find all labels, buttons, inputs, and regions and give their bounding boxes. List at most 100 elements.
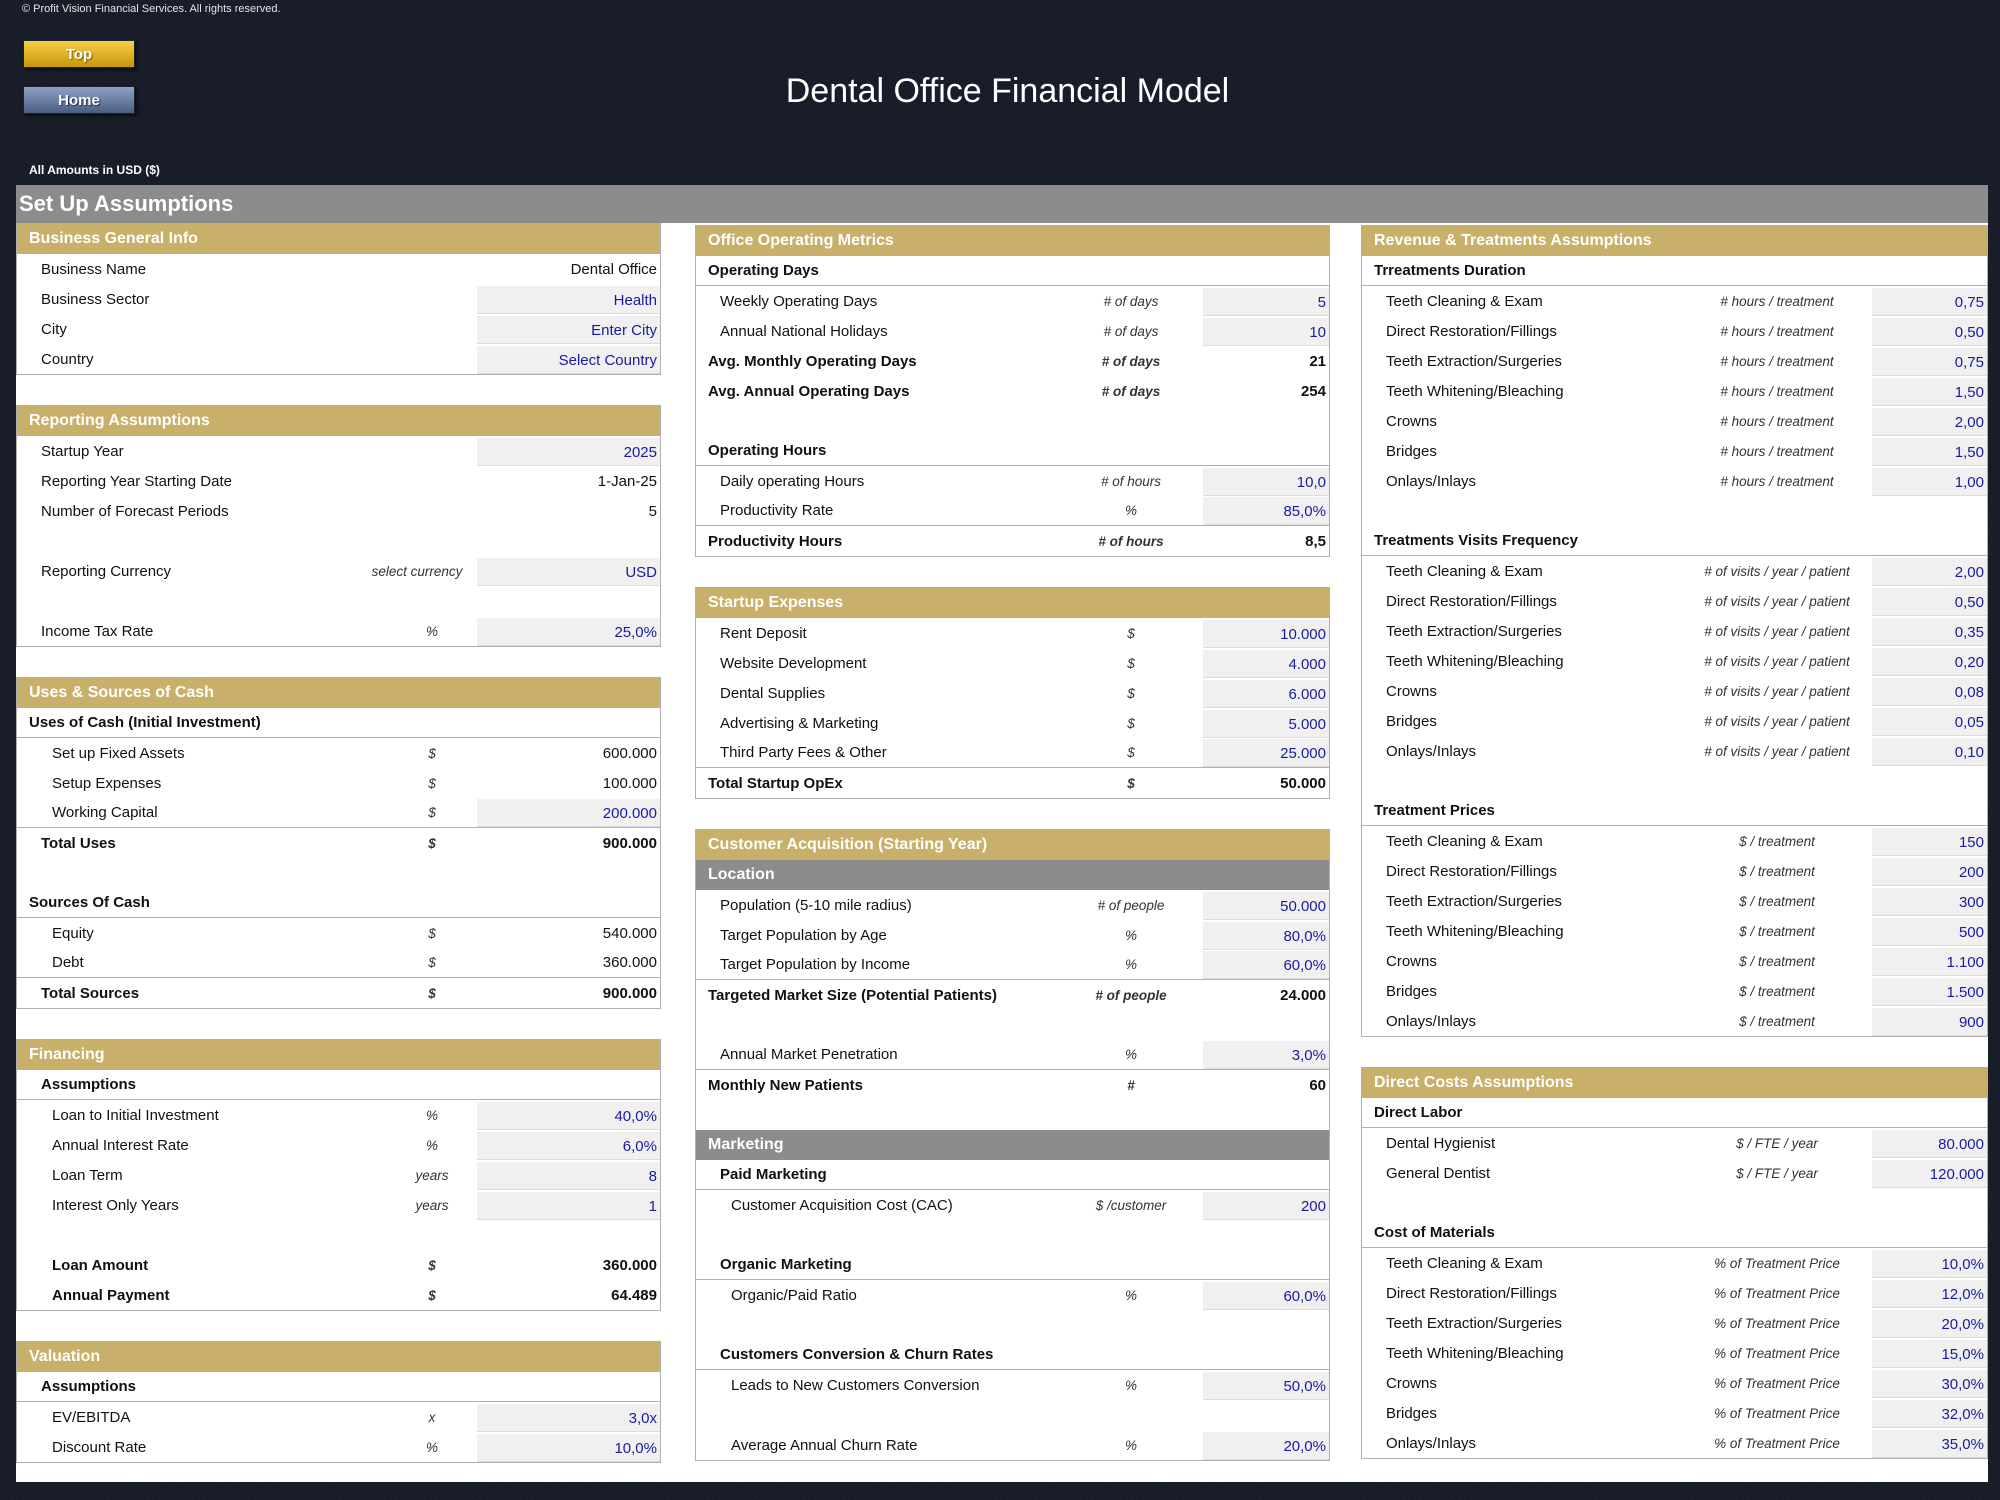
cac-input[interactable]: 200 [1203,1190,1329,1220]
treatment-duration-input[interactable]: 2,00 [1872,406,1987,436]
row-label: Cost of Materials [1374,1224,1495,1241]
material-cost-input[interactable]: 12,0% [1872,1278,1987,1308]
country-select[interactable]: Select Country [477,344,660,374]
city-row: City Enter City [17,314,660,344]
row-unit: # hours / treatment [1720,383,1834,399]
visit-frequency-input[interactable]: 0,08 [1872,676,1987,706]
treatment-duration-input[interactable]: 0,75 [1872,286,1987,316]
material-cost-input[interactable]: 10,0% [1872,1248,1987,1278]
material-cost-input[interactable]: 30,0% [1872,1368,1987,1398]
row-unit: # of days [1103,323,1159,339]
row-label: Crowns [1386,682,1437,700]
row-label: Bridges [1386,712,1437,730]
loan-term-input[interactable]: 8 [477,1160,660,1190]
advertising-input[interactable]: 5.000 [1203,708,1329,738]
material-cost-input[interactable]: 20,0% [1872,1308,1987,1338]
market-penetration-input[interactable]: 3,0% [1203,1040,1329,1069]
target-income-input[interactable]: 60,0% [1203,950,1329,979]
row-label: Loan to Initial Investment [52,1106,219,1124]
home-button[interactable]: Home [23,86,135,114]
daily-hours-input[interactable]: 10,0 [1203,466,1329,496]
churn-input[interactable]: 20,0% [1203,1430,1329,1460]
total-uses-value: 900.000 [602,834,657,852]
row-label: Annual Payment [52,1286,170,1304]
market-penetration-row: Annual Market Penetration % 3,0% [696,1040,1329,1070]
visit-frequency-input[interactable]: 0,50 [1872,586,1987,616]
row-unit: % [1124,1377,1137,1393]
treatment-price-input[interactable]: 900 [1872,1006,1987,1036]
tax-rate-input[interactable]: 25,0% [477,616,660,646]
third-party-input[interactable]: 25.000 [1203,738,1329,767]
organic-ratio-input[interactable]: 60,0% [1203,1280,1329,1310]
visit-frequency-input[interactable]: 0,20 [1872,646,1987,676]
labor-cost-input[interactable]: 120.000 [1872,1158,1987,1188]
target-age-input[interactable]: 80,0% [1203,920,1329,950]
treatment-duration-input[interactable]: 1,50 [1872,436,1987,466]
productivity-rate-row: Productivity Rate % 85,0% [696,496,1329,526]
interest-only-input[interactable]: 1 [477,1190,660,1220]
row-unit: $ [428,775,436,791]
treatment-price-input[interactable]: 500 [1872,916,1987,946]
row-unit: % of Treatment Price [1714,1345,1840,1361]
material-cost-input[interactable]: 35,0% [1872,1428,1987,1458]
treatment-duration-input[interactable]: 0,50 [1872,316,1987,346]
treatment-price-input[interactable]: 200 [1872,856,1987,886]
discount-rate-input[interactable]: 10,0% [477,1432,660,1462]
fixed-assets-value: 600.000 [602,744,657,762]
row-unit: $ / treatment [1739,1013,1815,1029]
row-label: Organic Marketing [720,1256,852,1273]
debt-value: 360.000 [602,954,657,971]
city-input[interactable]: Enter City [477,314,660,344]
website-input[interactable]: 4.000 [1203,648,1329,678]
loan-to-investment-input[interactable]: 40,0% [477,1100,660,1130]
section-title: Customer Acquisition (Starting Year) [696,829,1329,860]
treatment-price-input[interactable]: 150 [1872,826,1987,856]
conversion-input[interactable]: 50,0% [1203,1370,1329,1400]
row-label: Rent Deposit [720,624,807,642]
row-label: City [41,320,67,338]
treatment-duration-input[interactable]: 1,00 [1872,466,1987,496]
visit-frequency-input[interactable]: 0,05 [1872,706,1987,736]
row-label: Teeth Extraction/Surgeries [1386,1314,1562,1332]
productivity-rate-input[interactable]: 85,0% [1203,496,1329,525]
treatment-price-input[interactable]: 1.100 [1872,946,1987,976]
business-sector-input[interactable]: Health [477,284,660,314]
visit-frequency-row: Teeth Extraction/Surgeries # of visits / … [1362,616,1987,646]
treatment-price-input[interactable]: 1.500 [1872,976,1987,1006]
currency-select[interactable]: USD [477,556,660,586]
material-cost-input[interactable]: 15,0% [1872,1338,1987,1368]
uses-sources-section: Uses & Sources of Cash Uses of Cash (Ini… [16,677,661,1009]
visit-frequency-input[interactable]: 0,35 [1872,616,1987,646]
row-label: Teeth Cleaning & Exam [1386,832,1543,850]
treatment-duration-input[interactable]: 0,75 [1872,346,1987,376]
ev-ebitda-input[interactable]: 3,0x [477,1402,660,1432]
rent-deposit-input[interactable]: 10.000 [1203,618,1329,648]
interest-rate-input[interactable]: 6,0% [477,1130,660,1160]
labor-list: Dental Hygienist $ / FTE / year 80.000 Gene… [1362,1128,1987,1188]
labor-cost-input[interactable]: 80.000 [1872,1128,1987,1158]
row-label: Weekly Operating Days [720,292,878,310]
treatment-duration-input[interactable]: 1,50 [1872,376,1987,406]
visit-frequency-input[interactable]: 0,10 [1872,736,1987,766]
material-cost-input[interactable]: 32,0% [1872,1398,1987,1428]
weekly-days-input[interactable]: 5 [1203,286,1329,316]
row-unit: $ / treatment [1739,953,1815,969]
total-sources-value: 900.000 [602,984,657,1002]
working-capital-input[interactable]: 200.000 [477,798,660,827]
start-date-value: 1-Jan-25 [597,472,657,490]
holidays-input[interactable]: 10 [1203,316,1329,346]
cac-row: Customer Acquisition Cost (CAC) $ /custo… [696,1190,1329,1220]
row-label: Crowns [1386,1374,1437,1392]
dental-supplies-input[interactable]: 6.000 [1203,678,1329,708]
organic-marketing-heading: Organic Marketing [696,1250,1329,1280]
row-label: Annual Market Penetration [720,1046,898,1063]
row-label: Direct Restoration/Fillings [1386,1284,1557,1302]
startup-year-input[interactable]: 2025 [477,436,660,466]
dental-supplies-row: Dental Supplies $ 6.000 [696,678,1329,708]
top-button[interactable]: Top [23,40,135,68]
row-unit: # of people [1095,987,1167,1003]
sheet-title: Set Up Assumptions [16,185,1988,223]
population-input[interactable]: 50.000 [1203,890,1329,920]
visit-frequency-input[interactable]: 2,00 [1872,556,1987,586]
treatment-price-input[interactable]: 300 [1872,886,1987,916]
